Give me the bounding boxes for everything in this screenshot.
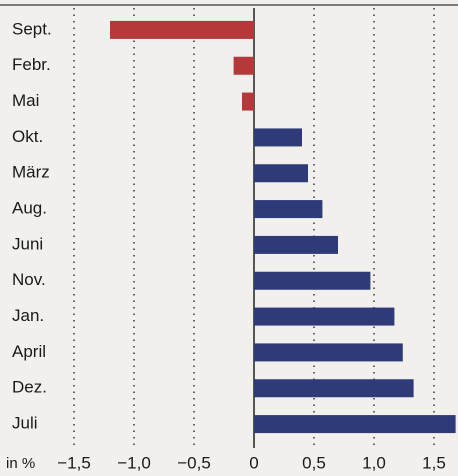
y-tick-label: Okt. bbox=[12, 127, 43, 146]
y-tick-label: Juli bbox=[12, 414, 38, 433]
bar bbox=[254, 379, 414, 398]
bar bbox=[254, 415, 456, 434]
x-tick-label: −1,5 bbox=[57, 453, 91, 472]
bar bbox=[254, 307, 395, 326]
x-tick-label: 0,5 bbox=[302, 453, 326, 472]
x-axis-label: in % bbox=[6, 455, 35, 472]
bar bbox=[254, 235, 338, 254]
y-tick-label: Mai bbox=[12, 91, 39, 110]
y-tick-label: Aug. bbox=[12, 199, 47, 218]
x-tick-label: −1,0 bbox=[117, 453, 151, 472]
bar bbox=[254, 271, 371, 290]
y-tick-label: Jan. bbox=[12, 306, 44, 325]
y-tick-label: März bbox=[12, 163, 50, 182]
y-tick-label: Nov. bbox=[12, 270, 46, 289]
bar bbox=[254, 128, 302, 147]
bar bbox=[110, 20, 254, 39]
y-tick-label: Dez. bbox=[12, 378, 47, 397]
bar bbox=[233, 56, 254, 75]
x-tick-label: −0,5 bbox=[177, 453, 211, 472]
y-tick-label: April bbox=[12, 342, 46, 361]
x-tick-label: 0 bbox=[249, 453, 258, 472]
bar bbox=[254, 343, 403, 362]
y-tick-label: Febr. bbox=[12, 55, 51, 74]
x-tick-label: 1,5 bbox=[422, 453, 446, 472]
x-tick-label: 1,0 bbox=[362, 453, 386, 472]
y-tick-label: Juni bbox=[12, 234, 43, 253]
bar bbox=[254, 164, 308, 183]
y-tick-label: Sept. bbox=[12, 19, 52, 38]
bar bbox=[242, 92, 254, 111]
bar bbox=[254, 200, 323, 219]
